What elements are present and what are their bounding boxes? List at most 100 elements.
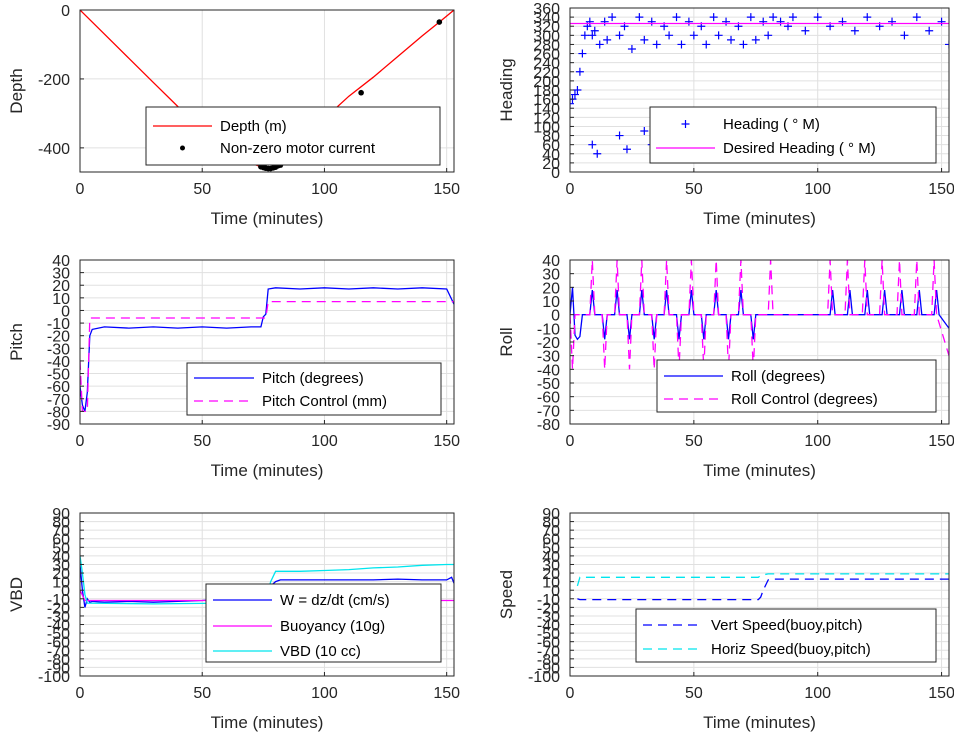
y-tick-label: -80 xyxy=(47,652,70,669)
y-tick-label: -20 xyxy=(537,335,560,352)
y-tick-label: 10 xyxy=(52,575,70,592)
series-1-point xyxy=(665,31,674,40)
series-1-point xyxy=(600,17,609,26)
x-tick-label: 50 xyxy=(193,685,211,702)
x-tick-label: 0 xyxy=(566,685,575,702)
y-tick-label: 0 xyxy=(551,583,560,600)
y-tick-label: 0 xyxy=(551,165,560,182)
series-1-point xyxy=(900,31,909,40)
series-1-point xyxy=(640,127,649,135)
series-1-point xyxy=(580,31,589,40)
series-2-line xyxy=(576,573,949,587)
x-tick-label: 50 xyxy=(193,433,211,450)
legend-label: Pitch (degrees) xyxy=(262,370,364,387)
y-tick-label: 220 xyxy=(533,65,560,82)
axes-box xyxy=(79,512,455,677)
series-1-point xyxy=(595,40,604,49)
y-tick-label: -50 xyxy=(47,626,70,643)
y-tick-label: -10 xyxy=(47,316,70,333)
legend-label: Roll Control (degrees) xyxy=(731,391,878,408)
x-tick-label: 100 xyxy=(311,181,338,198)
legend: Vert Speed(buoy,pitch) Horiz Speed(buoy,p… xyxy=(635,608,937,663)
legend-box xyxy=(205,583,442,663)
series-1-point xyxy=(863,13,872,22)
y-axis-label: Speed xyxy=(497,570,516,619)
y-tick-label: -60 xyxy=(47,379,70,396)
y-tick-label: -30 xyxy=(537,349,560,366)
y-tick-label: 20 xyxy=(52,278,70,295)
series-1-point xyxy=(603,35,612,44)
series-1-point xyxy=(702,40,711,49)
series-1-point xyxy=(672,13,681,22)
series-1-point xyxy=(714,31,723,40)
x-tick-label: 50 xyxy=(193,181,211,198)
y-tick-label: 80 xyxy=(542,515,560,532)
y-tick-label: 260 xyxy=(533,47,560,64)
x-tick-label: 0 xyxy=(76,685,85,702)
x-tick-label: 50 xyxy=(685,685,703,702)
y-tick-label: -70 xyxy=(47,392,70,409)
series-1-point xyxy=(593,149,602,158)
y-tick-label: -200 xyxy=(38,72,70,89)
y-axis-label: VBD xyxy=(7,577,26,612)
x-tick-label: 150 xyxy=(433,181,460,198)
series-1-point xyxy=(937,17,946,26)
series-1-point xyxy=(838,17,847,26)
chart-panel-4: 0 50 100 150403020100-10-20-30-40-50-60-70-… xyxy=(497,253,954,480)
x-axis-label: Time (minutes) xyxy=(703,713,816,732)
y-tick-label: 90 xyxy=(52,506,70,523)
y-tick-label: 80 xyxy=(52,515,70,532)
y-tick-label: 60 xyxy=(52,532,70,549)
y-tick-label: 300 xyxy=(533,28,560,45)
series-2-point xyxy=(436,19,443,25)
y-tick-label: -100 xyxy=(528,669,560,686)
y-tick-label: 50 xyxy=(52,540,70,557)
y-tick-label: -70 xyxy=(537,643,560,660)
x-tick-label: 150 xyxy=(928,433,954,450)
y-tick-label: 70 xyxy=(52,523,70,540)
legend-label: Desired Heading ( ° M) xyxy=(723,140,876,157)
x-axis-label: Time (minutes) xyxy=(211,209,324,228)
series-1-point xyxy=(677,40,686,49)
y-tick-label: 10 xyxy=(52,291,70,308)
series-1-point xyxy=(640,35,649,44)
y-tick-label: 10 xyxy=(542,294,560,311)
y-tick-label: -30 xyxy=(537,609,560,626)
legend-swatch xyxy=(180,145,185,151)
series-1-point xyxy=(801,26,810,35)
x-tick-label: 150 xyxy=(928,181,954,198)
series-1-line xyxy=(577,578,949,601)
y-tick-label: -60 xyxy=(47,635,70,652)
x-tick-label: 0 xyxy=(566,433,575,450)
y-tick-label: -70 xyxy=(47,643,70,660)
y-tick-label: -90 xyxy=(47,417,70,434)
series-1-point xyxy=(746,13,755,22)
series-1-point xyxy=(764,31,773,40)
chart-panel-3: 0 50 100 150403020100-10-20-30-40-50-60-70-… xyxy=(7,253,460,480)
series-1-point xyxy=(578,49,587,58)
series-2-line xyxy=(570,260,949,370)
y-axis-label: Heading xyxy=(497,58,516,121)
series-1-point xyxy=(635,13,644,22)
y-tick-label: 0 xyxy=(61,3,70,20)
legend: W = dz/dt (cm/s) Buoyancy (10g) VBD (10 cc… xyxy=(205,583,442,663)
x-tick-label: 0 xyxy=(566,181,575,198)
y-tick-label: -20 xyxy=(47,329,70,346)
y-tick-label: -60 xyxy=(537,635,560,652)
x-tick-label: 50 xyxy=(685,433,703,450)
series-1-point xyxy=(570,90,579,99)
legend-label: Depth (m) xyxy=(220,118,287,135)
y-tick-label: 30 xyxy=(52,557,70,574)
legend-label: Heading ( ° M) xyxy=(723,116,820,133)
axes-box xyxy=(79,9,455,173)
y-tick-label: -30 xyxy=(47,341,70,358)
series-1-point xyxy=(627,45,636,53)
y-tick-label: -80 xyxy=(537,652,560,669)
series-1-point xyxy=(759,17,768,26)
series-group xyxy=(570,260,949,370)
y-tick-label: -30 xyxy=(47,609,70,626)
y-tick-label: 90 xyxy=(542,506,560,523)
legend-label: Buoyancy (10g) xyxy=(280,618,385,635)
y-tick-label: 20 xyxy=(542,566,560,583)
